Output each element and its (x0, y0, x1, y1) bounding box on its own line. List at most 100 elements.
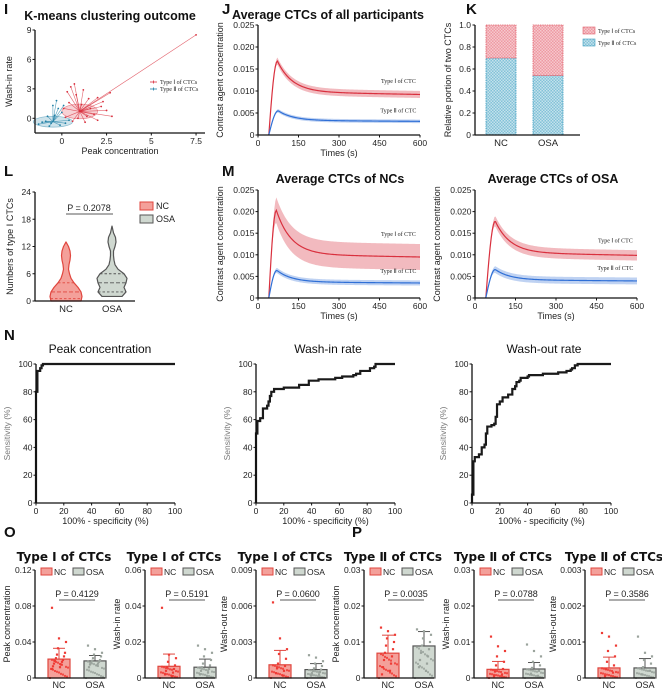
y-axis-label: Wash-out rate (548, 596, 558, 652)
cluster-spoke (79, 111, 88, 117)
p-value: P = 0.0600 (276, 589, 320, 599)
data-point (271, 670, 273, 673)
legend-swatch (293, 567, 306, 576)
data-point (44, 120, 47, 123)
roc-title: Peak concentration (49, 342, 152, 356)
y-tick-label: 0.4 (459, 86, 471, 96)
y-tick-label: 0.06 (125, 565, 142, 575)
y-axis-label: Wash-out rate (219, 596, 229, 652)
data-point (175, 670, 177, 673)
data-point (211, 670, 213, 673)
cluster-spoke (38, 121, 53, 125)
panel-letter-n: N (4, 327, 15, 344)
series-line (268, 59, 421, 136)
data-point (610, 674, 612, 677)
data-point (51, 665, 55, 668)
y-tick-label: 6 (27, 54, 32, 64)
x-tick-label: 0 (59, 136, 64, 146)
data-point (177, 670, 179, 673)
data-point (651, 671, 653, 674)
cluster-spoke (77, 111, 81, 119)
data-point (530, 666, 534, 670)
series-line (485, 221, 638, 299)
legend-swatch (582, 38, 596, 47)
data-point (536, 670, 538, 673)
y-tick-label: 0 (250, 293, 255, 303)
data-point (163, 666, 165, 669)
data-point (85, 115, 88, 118)
data-point (71, 120, 74, 123)
x-tick-label: 300 (549, 301, 563, 311)
legend-label: NC (383, 567, 395, 577)
data-point (386, 630, 390, 633)
cluster-spoke (47, 116, 54, 122)
y-tick-label: 1.0 (459, 20, 471, 30)
data-point (174, 657, 178, 660)
data-point (415, 661, 417, 664)
cluster-spoke (52, 121, 66, 124)
data-point (614, 644, 618, 647)
x-tick-label: 150 (291, 138, 305, 148)
data-point (650, 675, 652, 678)
y-tick-label: 0.025 (233, 185, 255, 195)
data-point (614, 675, 616, 678)
data-point (531, 660, 535, 663)
data-point (86, 668, 88, 671)
y-axis-label: Sensitivity (%) (438, 406, 448, 460)
y-tick-label: 0 (464, 498, 469, 508)
y-tick-label: 0.04 (125, 601, 142, 611)
data-point (96, 96, 99, 99)
y-tick-label: 0.025 (450, 185, 472, 195)
y-tick-label: 0.005 (233, 271, 255, 281)
data-point (606, 673, 608, 676)
data-point (68, 119, 70, 122)
data-point (429, 673, 431, 676)
data-point (431, 674, 433, 677)
data-point (382, 654, 384, 657)
data-point (494, 664, 498, 667)
data-point (82, 88, 85, 91)
legend-label: OSA (636, 567, 654, 577)
data-point (210, 675, 212, 678)
data-point (641, 668, 643, 671)
data-point (380, 653, 382, 656)
data-point (51, 658, 53, 661)
data-point (429, 633, 433, 636)
data-point (206, 671, 210, 674)
data-point (92, 671, 94, 674)
y-tick-label: 24 (22, 187, 32, 197)
data-point (496, 670, 498, 673)
data-point (52, 662, 56, 665)
data-point (195, 34, 197, 36)
legend-swatch (150, 567, 163, 576)
data-point (164, 669, 168, 672)
data-point (615, 671, 617, 674)
data-point (271, 601, 275, 604)
panel-m-osa-title: Average CTCs of OSA (488, 172, 619, 186)
y-axis-label: Wash-in rate (112, 599, 122, 650)
data-point (423, 667, 425, 670)
cluster-spoke (75, 94, 81, 112)
y-tick-label: 40 (23, 442, 33, 452)
data-point (207, 667, 211, 671)
y-tick-label: 0 (28, 498, 33, 508)
data-point (542, 672, 544, 675)
y-tick-label: 0.010 (450, 250, 472, 260)
bar-chart-title: Type Ⅱ of CTCs (344, 550, 442, 564)
data-point (643, 651, 647, 654)
data-point (206, 674, 208, 677)
data-point (274, 664, 276, 667)
legend-label: NC (275, 567, 287, 577)
data-point (168, 673, 170, 676)
data-point (613, 655, 617, 658)
data-point (526, 668, 528, 671)
data-point (601, 667, 603, 670)
y-tick-label: 100 (18, 359, 32, 369)
x-tick-label: 40 (523, 506, 533, 516)
data-point (196, 644, 200, 647)
bar-type2 (532, 75, 564, 136)
x-tick-label: 0 (256, 138, 261, 148)
data-point (639, 667, 641, 670)
violin-osa (96, 225, 128, 298)
p-value: P = 0.0035 (384, 589, 428, 599)
